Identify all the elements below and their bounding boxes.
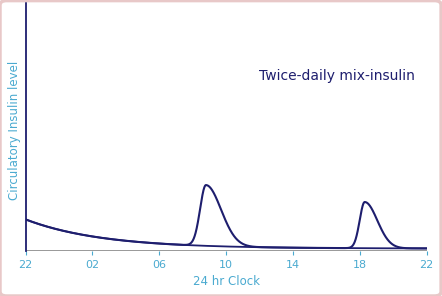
Y-axis label: Circulatory Insulin level: Circulatory Insulin level	[8, 60, 21, 200]
X-axis label: 24 hr Clock: 24 hr Clock	[193, 275, 259, 288]
Text: Twice-daily mix-insulin: Twice-daily mix-insulin	[259, 70, 415, 83]
